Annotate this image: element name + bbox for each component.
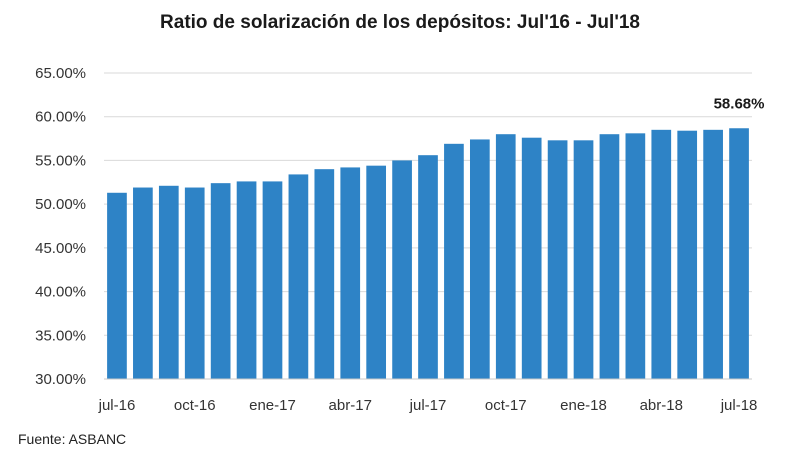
bar: [210, 183, 231, 379]
x-tick-label: ene-17: [249, 397, 296, 414]
bar: [495, 134, 516, 379]
bar: [677, 130, 698, 379]
bar: [340, 167, 361, 379]
y-tick-label: 65.00%: [35, 65, 86, 82]
x-tick-label: jul-17: [409, 397, 447, 414]
y-tick-label: 30.00%: [35, 371, 86, 388]
x-tick-label: abr-17: [329, 397, 372, 414]
bar: [133, 187, 153, 379]
labels: 30.00% 35.00% 40.00% 45.00% 50.00% 55.00% 60.0…: [35, 65, 764, 414]
x-tick-label: jul-16: [98, 397, 136, 414]
bar: [236, 181, 257, 379]
bar: [107, 192, 127, 379]
y-tick-label: 40.00%: [35, 284, 86, 301]
bar: [521, 137, 542, 379]
bar: [444, 143, 464, 379]
bar: [366, 165, 387, 379]
bar: [469, 139, 490, 379]
x-tick-label: abr-18: [640, 397, 683, 414]
bar: [547, 140, 568, 379]
bar: [184, 187, 205, 379]
x-tick-label: jul-18: [720, 397, 758, 414]
bar: [703, 129, 723, 379]
bar: [573, 140, 594, 379]
data-label: 58.68%: [714, 95, 765, 112]
y-tick-label: 60.00%: [35, 109, 86, 126]
bar: [625, 133, 646, 379]
y-tick-label: 50.00%: [35, 196, 86, 213]
bars: [107, 128, 749, 379]
bar: [262, 181, 283, 379]
y-tick-label: 35.00%: [35, 327, 86, 344]
bar: [599, 134, 620, 379]
bar: [729, 128, 749, 379]
x-tick-label: ene-18: [560, 397, 607, 414]
bar: [314, 169, 335, 379]
bar: [158, 185, 179, 379]
source-note: Fuente: ASBANC: [18, 431, 127, 447]
chart-title: Ratio de solarización de los depósitos: …: [160, 12, 640, 33]
bar: [392, 160, 412, 379]
bar: [651, 129, 672, 379]
y-tick-label: 45.00%: [35, 240, 86, 257]
bar: [418, 155, 438, 379]
bar: [288, 174, 309, 379]
y-tick-label: 55.00%: [35, 152, 86, 169]
x-tick-label: oct-16: [174, 397, 216, 414]
x-tick-label: oct-17: [485, 397, 527, 414]
